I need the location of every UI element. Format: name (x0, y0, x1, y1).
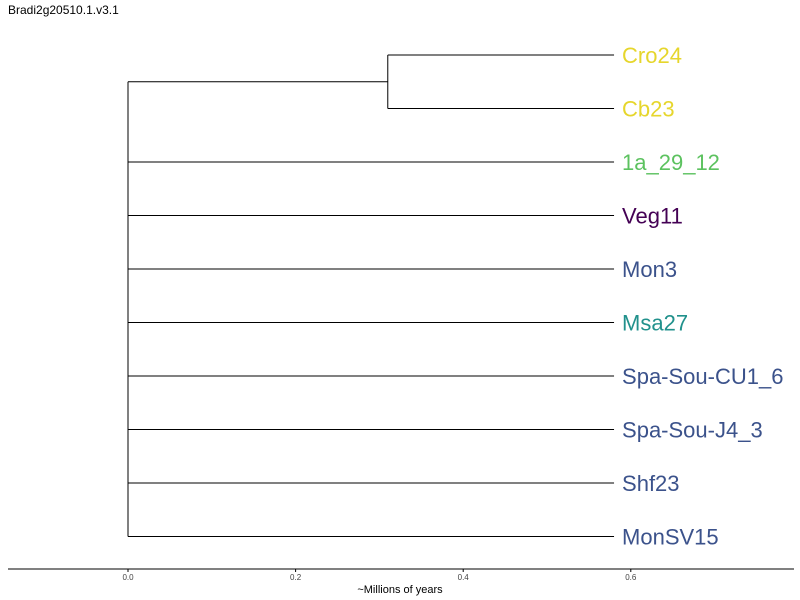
leaf-label: Shf23 (622, 471, 680, 496)
leaf-label: Spa-Sou-J4_3 (622, 418, 763, 443)
leaf-label: Veg11 (622, 204, 683, 229)
x-axis-ticks: 0.0 0.2 0.4 0.6 (122, 569, 637, 582)
x-tick-label: 0.6 (625, 573, 637, 582)
figure-title: Bradi2g20510.1.v3.1 (8, 3, 119, 17)
leaf-label: MonSV15 (622, 525, 719, 550)
x-axis-label: ~Millions of years (357, 584, 443, 596)
x-tick-label: 0.2 (290, 573, 302, 582)
tree-branches (127, 54, 615, 537)
x-tick-label: 0.4 (458, 573, 470, 582)
leaf-label: Cro24 (622, 43, 682, 68)
leaf-label: Cb23 (622, 97, 675, 122)
leaf-labels: Cro24 Cb23 1a_29_12 Veg11 Mon3 Msa27 Spa-Sou-C… (622, 43, 783, 550)
x-tick-label: 0.0 (122, 573, 134, 582)
leaf-label: Mon3 (622, 257, 677, 282)
leaf-label: 1a_29_12 (622, 150, 720, 175)
leaf-label: Spa-Sou-CU1_6 (622, 364, 783, 389)
leaf-label: Msa27 (622, 311, 688, 336)
